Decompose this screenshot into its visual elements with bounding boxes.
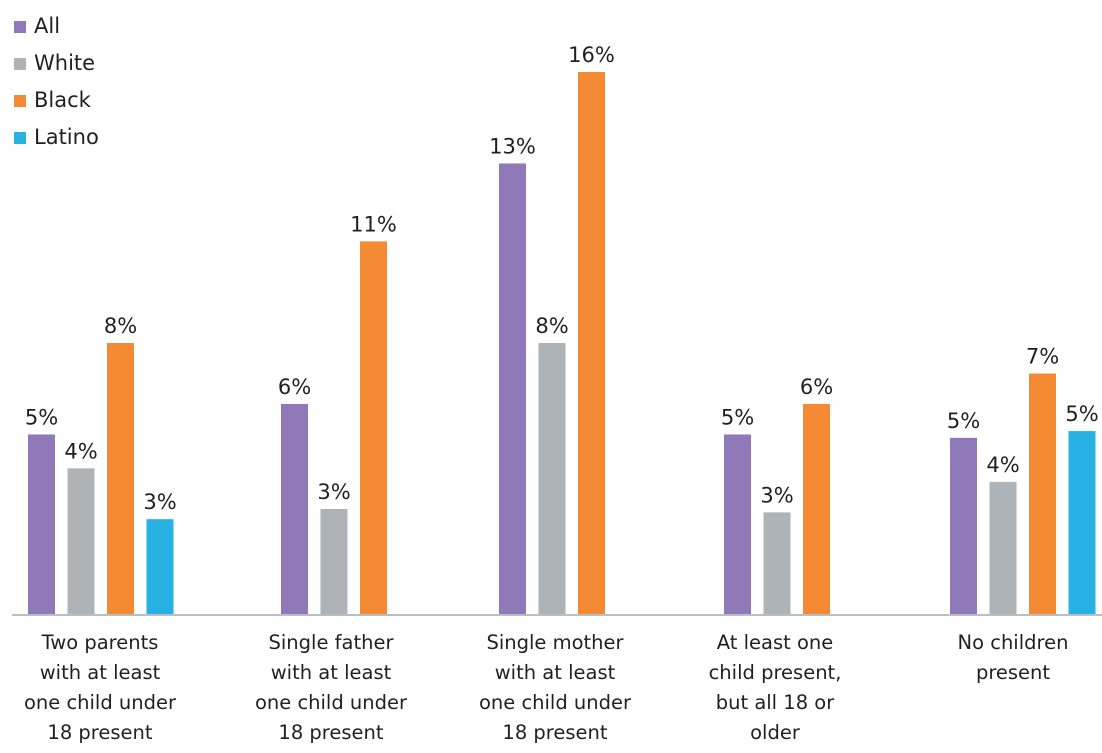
bar-latino [146, 519, 174, 614]
category-label-line: Two parents [41, 631, 159, 654]
data-label-all: 6% [278, 375, 311, 399]
legend-item-black: Black [14, 82, 99, 119]
category-label-two-parents: Two parents with at least one child unde… [10, 628, 190, 748]
bar-white [763, 512, 791, 614]
category-label-line: older [750, 721, 800, 744]
data-label-white: 3% [760, 483, 793, 507]
category-label-line: with at least [270, 661, 392, 684]
bar-white [67, 468, 95, 614]
data-label-black: 11% [350, 212, 397, 236]
legend: All White Black Latino [14, 8, 99, 156]
bar-white [989, 481, 1017, 614]
bar-white [320, 508, 348, 614]
data-label-white: 8% [535, 314, 568, 338]
bar-all [28, 434, 55, 614]
legend-label-white: White [34, 51, 96, 75]
legend-label-all: All [34, 14, 61, 38]
data-label-white: 4% [986, 453, 1019, 477]
category-label-line: one child under [23, 691, 177, 714]
bar-black [1029, 373, 1056, 614]
bar-all [950, 437, 977, 614]
category-label-line: but all 18 or [715, 691, 835, 714]
data-label-all: 5% [947, 409, 980, 433]
category-label-line: 18 present [278, 721, 384, 744]
data-label-all: 13% [489, 134, 536, 158]
data-label-all: 5% [721, 405, 754, 429]
category-label-single-mother: Single mother with at least one child un… [465, 628, 645, 748]
category-label-line: At least one [716, 631, 834, 654]
bar-latino [1068, 431, 1096, 614]
legend-label-latino: Latino [34, 125, 99, 149]
bar-black [803, 403, 830, 614]
data-label-black: 7% [1026, 344, 1059, 368]
bar-black [360, 241, 387, 614]
category-label-line: with at least [39, 661, 161, 684]
data-label-black: 16% [568, 43, 615, 67]
bar-all [724, 434, 751, 614]
bar-black [107, 343, 134, 614]
category-label-line: child present, [708, 661, 842, 684]
legend-item-white: White [14, 45, 99, 82]
category-label-adult-children: At least one child present, but all 18 o… [685, 628, 865, 748]
bar-white [538, 343, 566, 614]
category-label-line: present [975, 661, 1051, 684]
category-label-line: one child under [478, 691, 632, 714]
category-label-line: Single father [268, 631, 394, 654]
bar-all [499, 163, 526, 614]
data-label-all: 5% [25, 405, 58, 429]
category-label-single-father: Single father with at least one child un… [241, 628, 421, 748]
legend-item-latino: Latino [14, 119, 99, 156]
category-label-line: with at least [494, 661, 616, 684]
data-label-latino: 5% [1065, 402, 1098, 426]
legend-swatch-white [14, 57, 26, 70]
data-label-black: 8% [104, 314, 137, 338]
category-label-line: 18 present [502, 721, 608, 744]
legend-item-all: All [14, 8, 99, 45]
category-label-line: one child under [254, 691, 408, 714]
category-label-no-children: No children present [923, 628, 1102, 688]
legend-label-black: Black [34, 88, 91, 112]
category-label-line: Single mother [486, 631, 624, 654]
data-label-white: 3% [317, 480, 350, 504]
category-label-line: No children [957, 631, 1069, 654]
legend-swatch-all [14, 20, 26, 33]
bar-black [578, 72, 605, 614]
data-label-latino: 3% [143, 490, 176, 514]
bar-all [281, 403, 308, 614]
legend-swatch-black [14, 94, 26, 107]
legend-swatch-latino [14, 131, 26, 144]
data-label-white: 4% [64, 439, 97, 463]
data-label-black: 6% [800, 375, 833, 399]
category-label-line: 18 present [47, 721, 153, 744]
